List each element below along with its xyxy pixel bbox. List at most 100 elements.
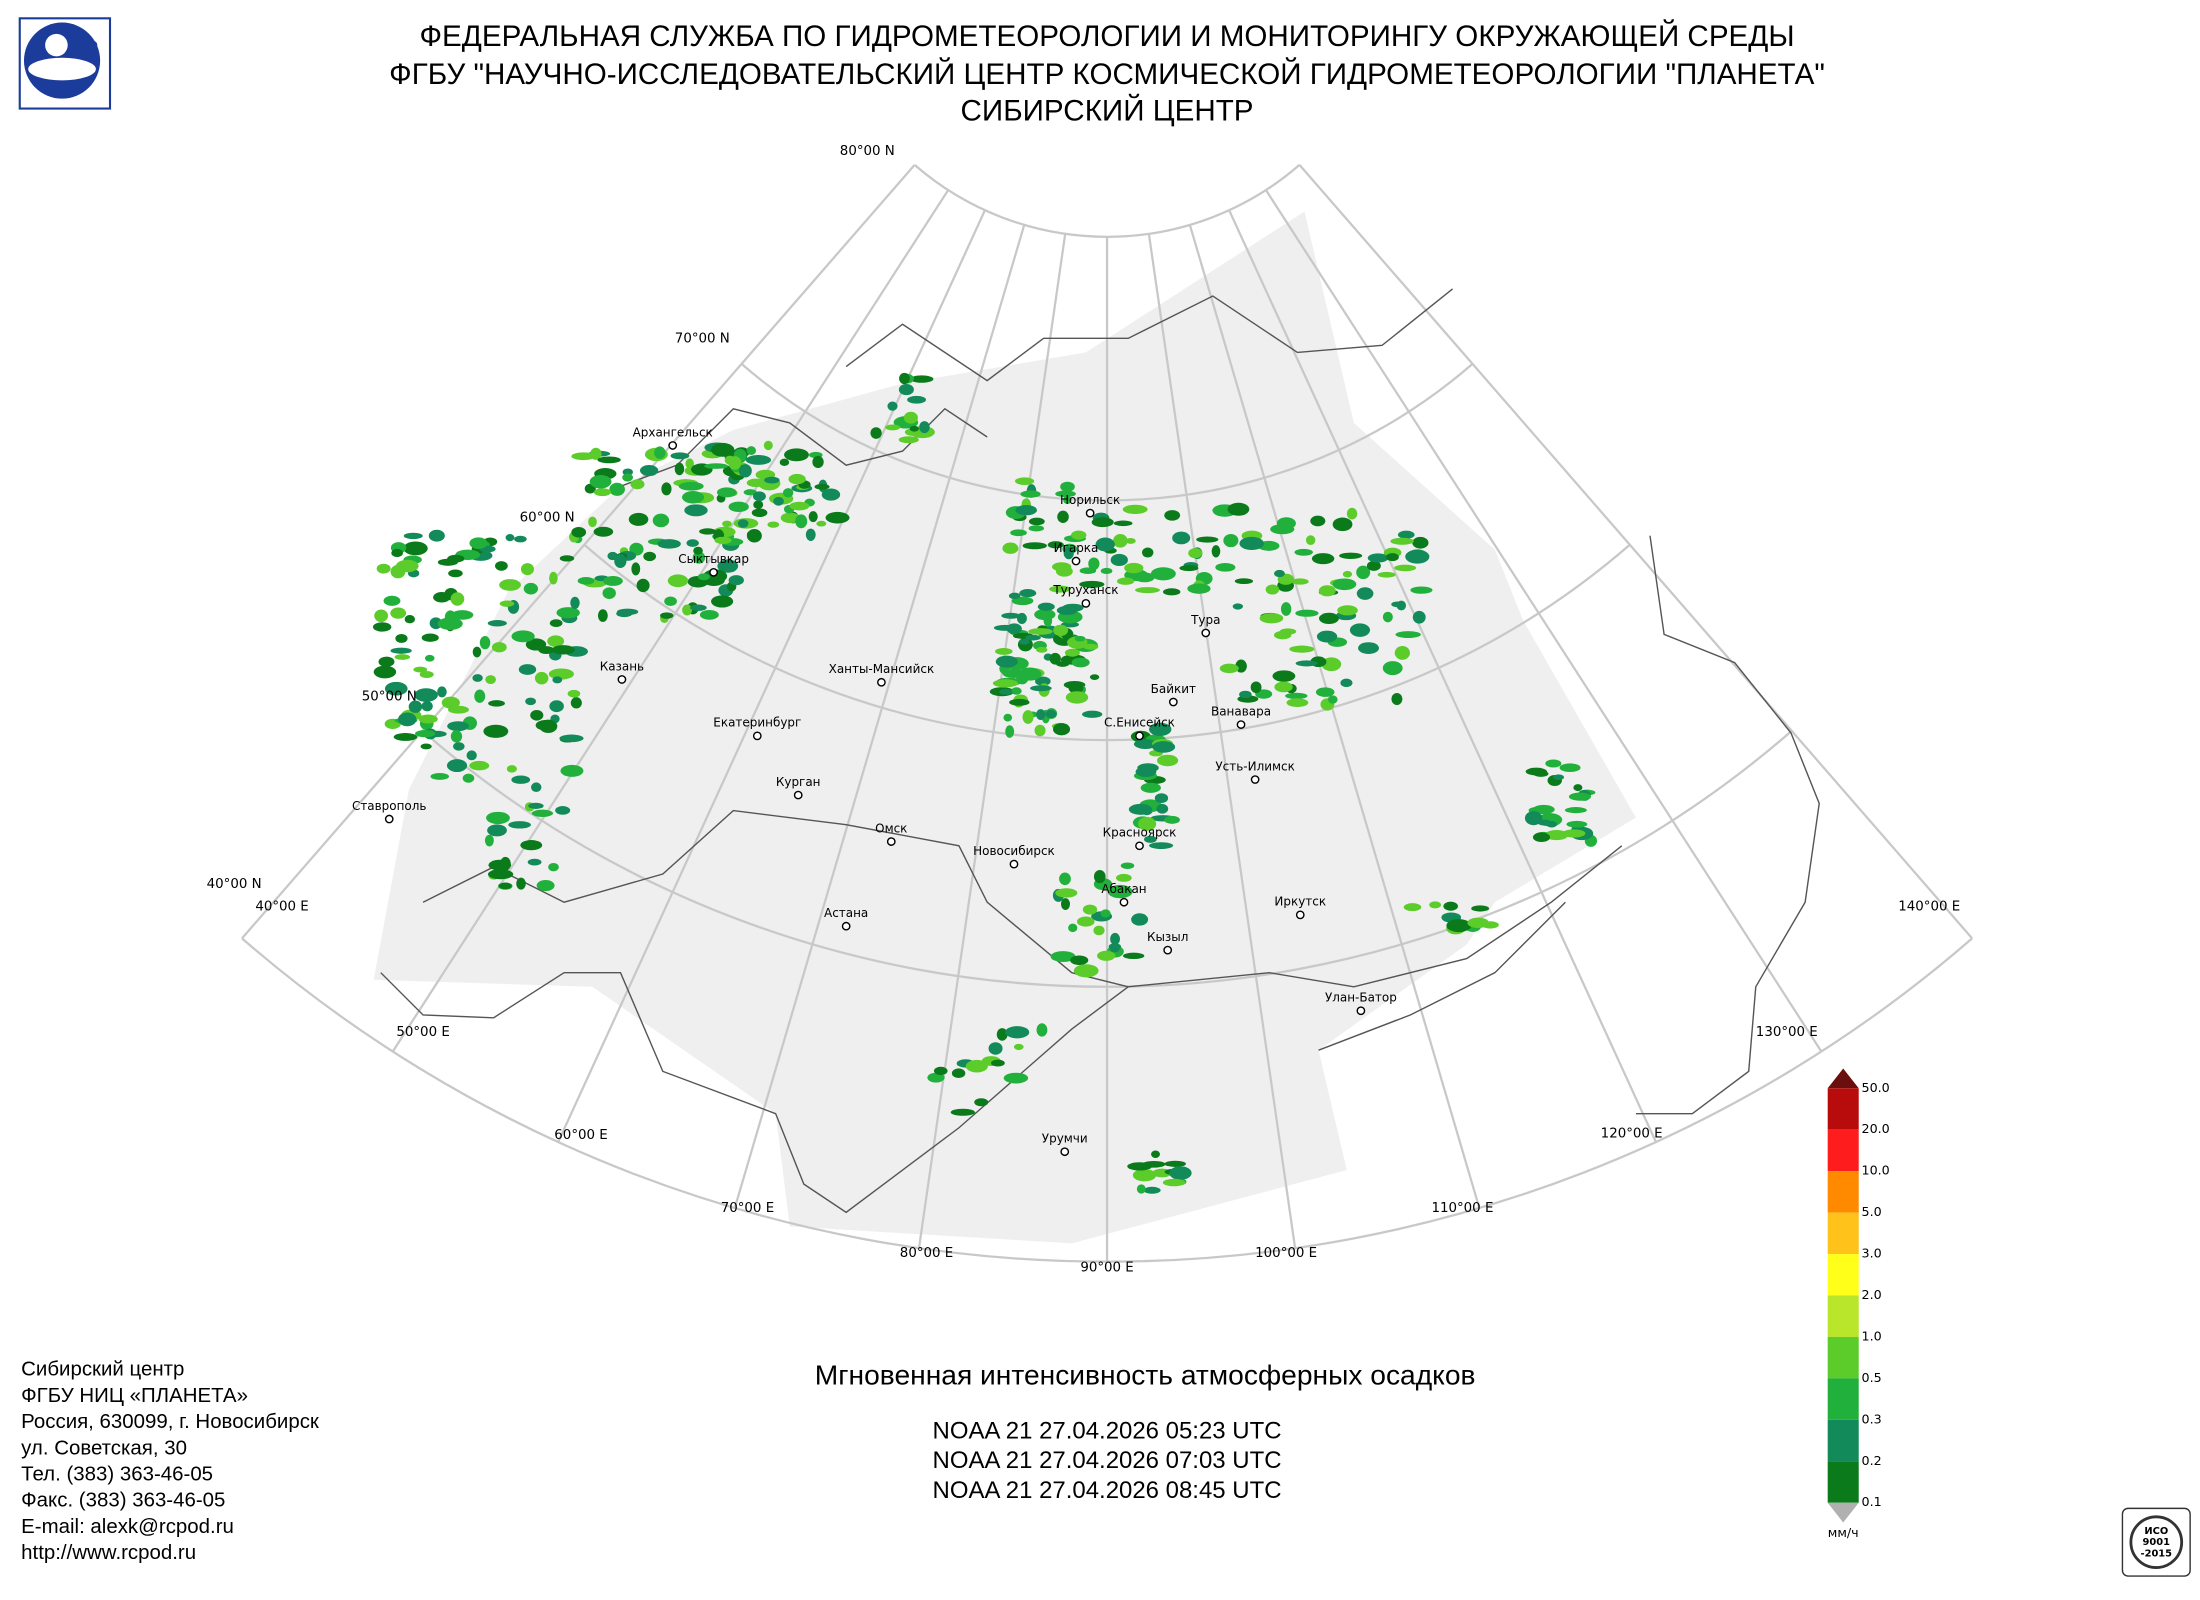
rain-cell bbox=[746, 528, 762, 543]
rain-cell bbox=[527, 858, 542, 866]
rain-cell bbox=[724, 455, 736, 465]
city-label: Игарка bbox=[1054, 541, 1099, 555]
legend-box bbox=[1827, 1461, 1859, 1503]
rain-cell bbox=[1412, 536, 1429, 549]
rain-cell bbox=[630, 479, 645, 490]
rain-cell bbox=[654, 446, 666, 460]
rain-cell bbox=[1356, 565, 1371, 580]
city-label: Ванавара bbox=[1211, 704, 1271, 718]
rain-cell bbox=[1196, 536, 1219, 543]
rain-cell bbox=[520, 563, 534, 576]
rain-cell bbox=[536, 880, 555, 892]
legend-label: 0.3 bbox=[1862, 1411, 1882, 1426]
city-marker bbox=[384, 814, 394, 824]
parallel bbox=[913, 164, 1301, 238]
rain-cell bbox=[549, 619, 563, 627]
rain-cell bbox=[448, 569, 463, 578]
rain-cell bbox=[1157, 754, 1179, 767]
legend: 50.0 20.0 10.0 5.0 3.0 2.0 1.0 0.5 0.3 0.2 0.1 мм/ч bbox=[1827, 1068, 1890, 1540]
rain-cell bbox=[479, 636, 491, 650]
rain-cell bbox=[1070, 955, 1089, 966]
contact-line: Сибирский центр bbox=[21, 1358, 184, 1381]
rain-cell bbox=[1223, 533, 1239, 548]
rain-cell bbox=[506, 765, 517, 773]
rain-cell bbox=[784, 448, 809, 462]
parallel bbox=[740, 363, 1474, 502]
rain-cell bbox=[499, 579, 521, 591]
rain-cell bbox=[418, 714, 438, 724]
rain-cell bbox=[1532, 832, 1551, 843]
city-marker bbox=[1081, 598, 1091, 608]
rain-cell bbox=[1028, 525, 1045, 532]
rain-cell bbox=[1030, 685, 1052, 692]
legend-box bbox=[1827, 1254, 1859, 1296]
rain-cell bbox=[825, 511, 850, 524]
rain-cell bbox=[1143, 1186, 1161, 1194]
rain-cell bbox=[1053, 624, 1069, 636]
city-marker bbox=[1135, 841, 1144, 851]
rain-cell bbox=[474, 689, 486, 703]
rain-cell bbox=[1110, 946, 1120, 953]
rain-cell bbox=[551, 645, 575, 655]
city-label: Тура bbox=[1190, 613, 1220, 627]
rain-cell bbox=[1093, 870, 1106, 884]
rain-cell bbox=[767, 521, 780, 528]
rain-cell bbox=[549, 571, 558, 585]
city-marker bbox=[841, 921, 851, 931]
legend-label: 3.0 bbox=[1862, 1246, 1882, 1261]
rain-cell bbox=[376, 563, 391, 574]
contact-line: ул. Советская, 30 bbox=[21, 1436, 187, 1459]
legend-box bbox=[1827, 1088, 1859, 1130]
rain-cell bbox=[450, 730, 463, 743]
rain-cell bbox=[1019, 638, 1030, 645]
rain-cell bbox=[821, 488, 841, 501]
city-marker bbox=[1135, 731, 1144, 741]
rain-cell bbox=[1002, 542, 1019, 554]
rain-cell bbox=[1015, 477, 1035, 485]
rain-cell bbox=[693, 546, 703, 555]
rain-cell bbox=[1394, 645, 1410, 660]
rain-cell bbox=[1573, 784, 1583, 792]
meridian-label: 40°00 E bbox=[255, 899, 308, 914]
rain-cell bbox=[404, 614, 415, 624]
rain-cell bbox=[927, 1072, 945, 1083]
legend-box bbox=[1827, 1336, 1859, 1379]
rain-cell bbox=[391, 548, 403, 558]
rain-cell bbox=[899, 372, 910, 385]
rain-cell bbox=[670, 452, 690, 460]
rain-cell bbox=[1346, 507, 1358, 520]
rain-cell bbox=[1219, 663, 1239, 674]
rain-cell bbox=[437, 617, 463, 630]
parallel-label: 70°00 N bbox=[675, 331, 730, 346]
rain-cell bbox=[1063, 546, 1074, 560]
rain-cell bbox=[511, 630, 535, 643]
labels: 80°00 N 70°00 N 60°00 N 50°00 N 40°00 N 40°00… bbox=[207, 144, 1961, 1275]
rain-cell bbox=[498, 882, 512, 890]
rain-cell bbox=[1250, 681, 1262, 694]
rain-cell bbox=[593, 526, 614, 537]
rain-cell bbox=[556, 607, 580, 619]
rain-cell bbox=[1083, 643, 1099, 650]
rain-cell bbox=[622, 468, 634, 476]
rain-cell bbox=[636, 578, 650, 593]
rain-cell bbox=[1162, 1178, 1186, 1187]
rain-cell bbox=[1295, 660, 1318, 667]
rain-cell bbox=[1285, 692, 1308, 700]
rain-cell bbox=[602, 587, 616, 599]
rain-cell bbox=[1318, 585, 1336, 597]
rain-cell bbox=[773, 496, 784, 506]
legend-box bbox=[1827, 1171, 1859, 1213]
header-line: СИБИРСКИЙ ЦЕНТР bbox=[961, 94, 1254, 128]
city-marker bbox=[877, 677, 886, 687]
rain-cell bbox=[495, 561, 508, 571]
city-marker bbox=[1295, 910, 1305, 920]
rain-cell bbox=[1088, 557, 1100, 571]
rain-cell bbox=[1028, 517, 1045, 526]
city-label: Улан-Батор bbox=[1325, 991, 1397, 1005]
rain-cell bbox=[393, 733, 418, 741]
rain-cell bbox=[1025, 634, 1041, 641]
rain-cell bbox=[1382, 611, 1393, 623]
rain-cell bbox=[616, 610, 633, 618]
rain-cell bbox=[1276, 517, 1296, 530]
